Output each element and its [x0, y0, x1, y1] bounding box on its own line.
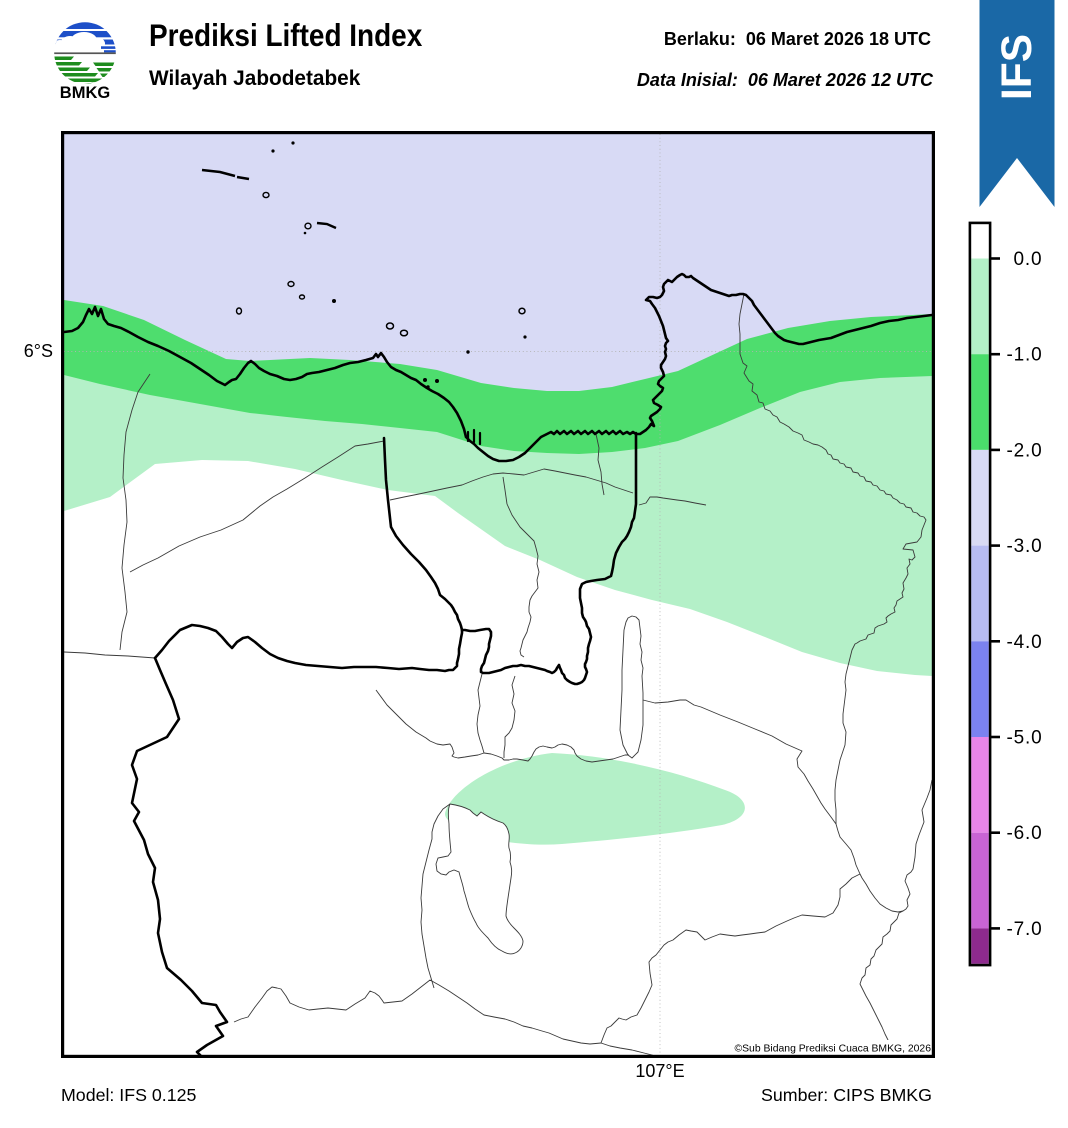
svg-text:-2.0: -2.0 [1007, 440, 1043, 461]
svg-text:-5.0: -5.0 [1007, 728, 1043, 749]
svg-text:-7.0: -7.0 [1007, 919, 1043, 940]
svg-text:-4.0: -4.0 [1007, 632, 1043, 653]
svg-text:IFS: IFS [994, 34, 1041, 100]
svg-text:-6.0: -6.0 [1007, 823, 1043, 844]
svg-text:©Sub Bidang Prediksi Cuaca BMK: ©Sub Bidang Prediksi Cuaca BMKG, 2026 [734, 1044, 931, 1055]
svg-text:0.0: 0.0 [1014, 249, 1043, 270]
svg-text:BMKG: BMKG [60, 84, 110, 102]
svg-text:-3.0: -3.0 [1007, 536, 1043, 557]
svg-text:-1.0: -1.0 [1007, 345, 1043, 366]
